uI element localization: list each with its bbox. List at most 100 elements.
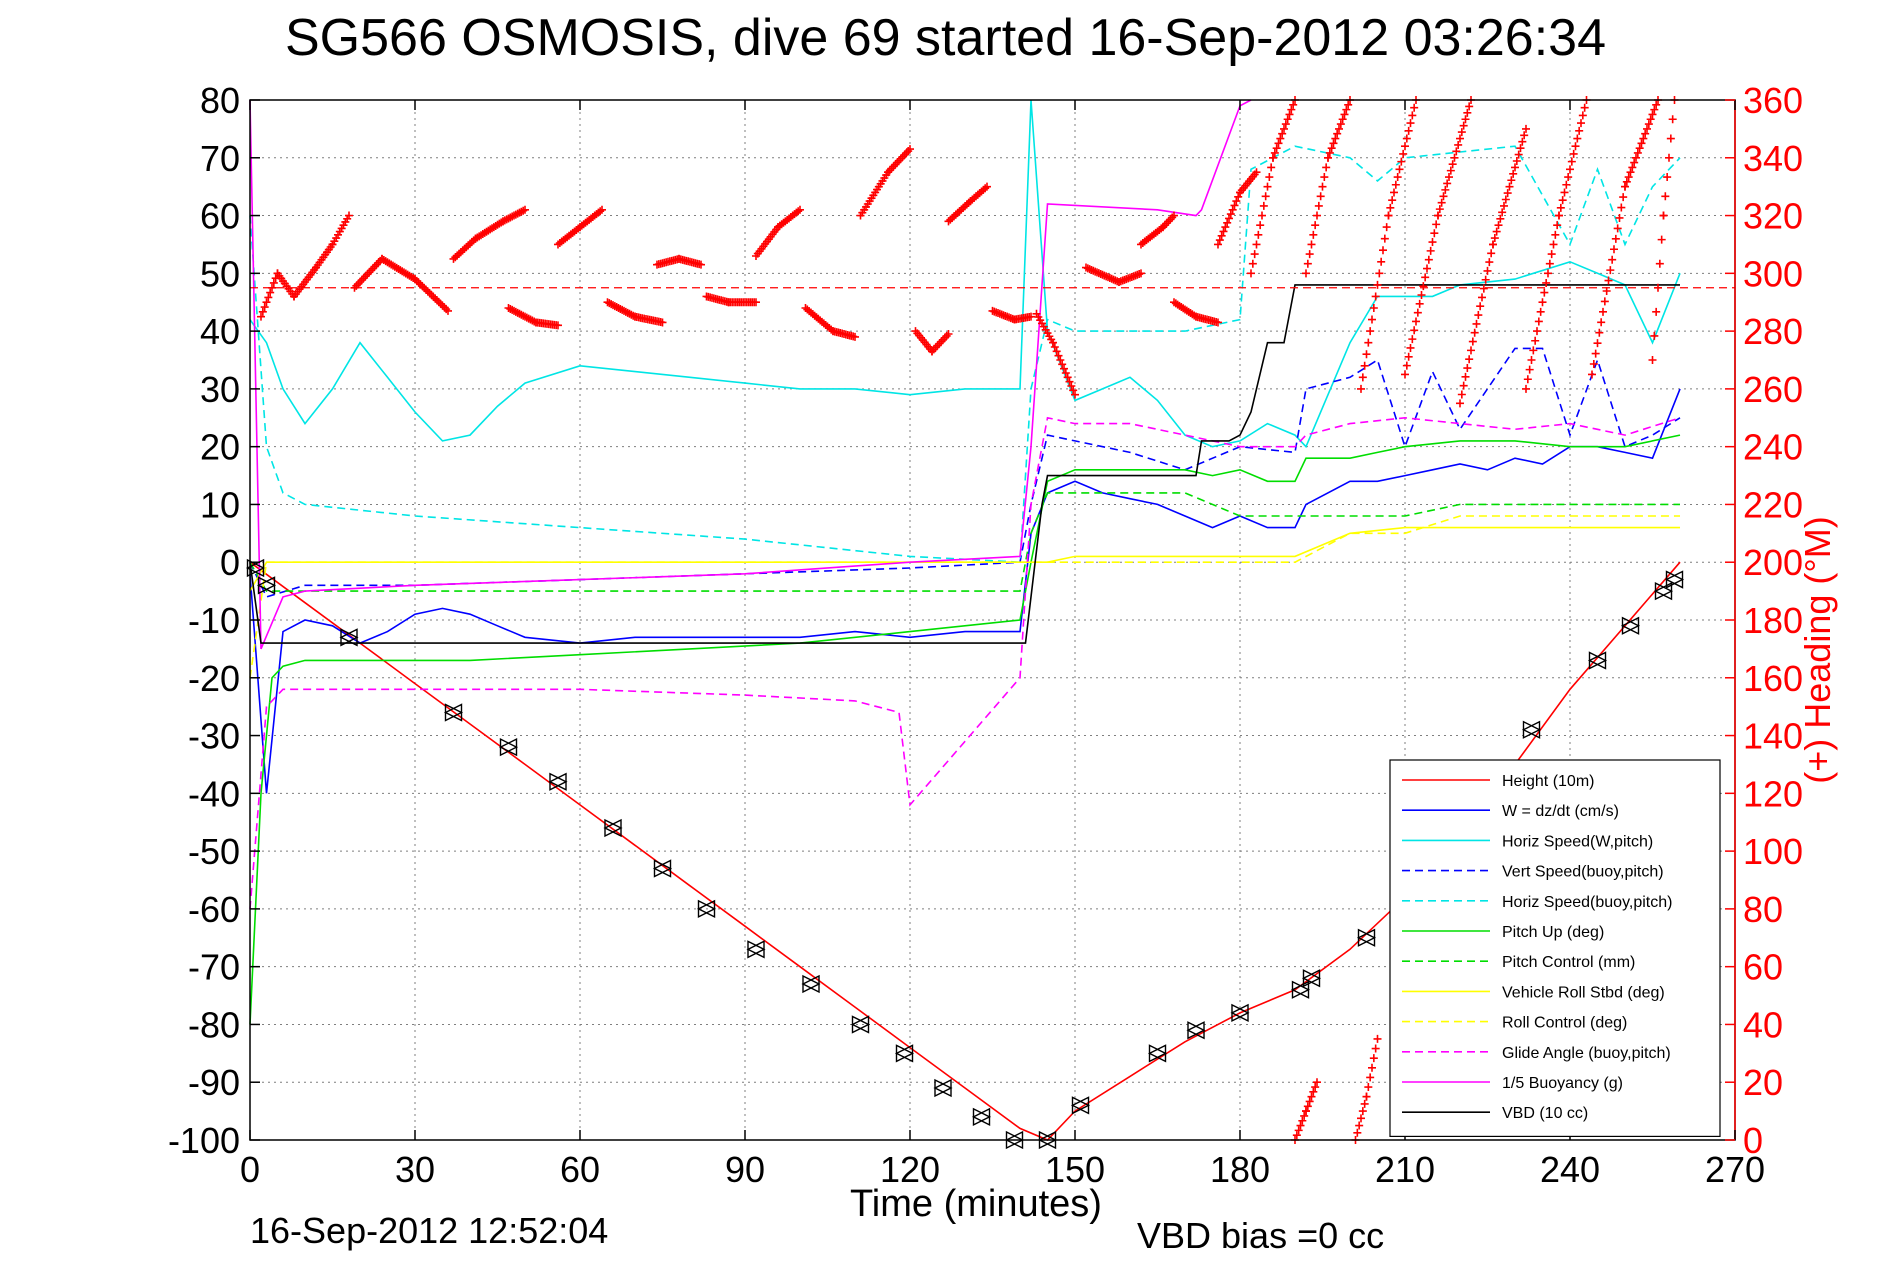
heading-point: [1296, 1121, 1305, 1130]
y-left-tick-label: 40: [200, 311, 240, 352]
heading-point: [431, 294, 440, 303]
y-right-tick-label: 280: [1743, 311, 1803, 352]
y-right-tick-label: 360: [1743, 80, 1803, 121]
heading-point: [902, 148, 911, 157]
y-right-tick-label: 200: [1743, 542, 1803, 583]
legend-label: Horiz Speed(W,pitch): [1502, 833, 1653, 850]
heading-point: [893, 158, 902, 167]
heading-point: [1386, 203, 1395, 212]
heading-point: [1373, 1034, 1382, 1043]
heading-point: [1325, 148, 1334, 157]
heading-point: [1448, 160, 1457, 169]
legend: Height (10m) W = dz/dt (cm/s) Horiz Speed(…: [1389, 759, 1721, 1137]
heading-point: [891, 160, 900, 169]
heading-point: [1065, 377, 1074, 386]
heading-point: [1545, 259, 1554, 268]
heading-point: [418, 282, 427, 291]
heading-point: [554, 321, 562, 330]
heading-point: [1472, 319, 1481, 328]
heading-point: [1258, 211, 1266, 220]
heading-point: [1309, 230, 1318, 239]
heading-point: [438, 301, 447, 310]
heading-point: [436, 299, 445, 308]
heading-point: [1234, 192, 1243, 201]
heading-point: [367, 266, 375, 275]
heading-point: [1333, 129, 1342, 138]
heading-point: [904, 147, 913, 156]
legend-label: VBD (10 cc): [1502, 1105, 1588, 1122]
heading-point: [1567, 157, 1576, 166]
heading-point: [1580, 103, 1589, 112]
heading-point: [1457, 390, 1466, 399]
heading-point: [1355, 1121, 1364, 1130]
heading-point: [1511, 163, 1519, 172]
heading-point: [1287, 105, 1296, 114]
marker-left-triangle: [256, 576, 276, 595]
heading-point: [1353, 1128, 1362, 1137]
heading-point: [1408, 111, 1417, 120]
heading-point: [1641, 129, 1650, 138]
heading-point: [1571, 142, 1580, 151]
heading-point: [1556, 203, 1565, 212]
marker-left-triangle: [443, 703, 463, 722]
heading-point: [1214, 318, 1222, 327]
heading-point: [1368, 315, 1376, 324]
series-line-7: [249, 526, 1680, 592]
heading-point: [1384, 211, 1393, 220]
x-tick-label: 270: [1705, 1149, 1765, 1190]
heading-point: [1406, 119, 1415, 128]
heading-point: [1606, 266, 1615, 275]
heading-point: [1593, 339, 1602, 348]
heading-point: [1619, 193, 1628, 202]
legend-label: Glide Angle (buoy,pitch): [1502, 1045, 1671, 1062]
marker-left-triangle: [245, 558, 265, 578]
heading-point: [1628, 163, 1637, 172]
heading-point: [1589, 360, 1598, 369]
heading-point: [1369, 1054, 1378, 1063]
heading-point: [1650, 331, 1659, 340]
heading-point: [1459, 121, 1468, 130]
heading-point: [1600, 297, 1609, 306]
heading-point: [1190, 311, 1199, 320]
heading-point: [1087, 265, 1096, 274]
y-right-tick-label: 240: [1743, 427, 1803, 468]
heading-point: [1595, 328, 1604, 337]
heading-point: [1661, 192, 1670, 201]
marker-left-triangle: [801, 974, 820, 994]
heading-point: [1223, 218, 1232, 227]
heading-point: [1575, 126, 1584, 135]
heading-point: [258, 307, 267, 316]
heading-point: [519, 206, 528, 215]
heading-point: [1276, 134, 1285, 143]
heading-point: [1452, 147, 1461, 156]
heading-point: [1228, 205, 1237, 214]
heading-point: [1496, 214, 1505, 223]
heading-point: [1219, 227, 1228, 236]
heading-point: [1307, 1092, 1316, 1101]
heading-point: [1049, 338, 1057, 347]
heading-point: [1109, 275, 1118, 284]
marker-left-triangle: [1230, 1003, 1249, 1023]
heading-point: [1278, 129, 1287, 138]
heading-point: [1393, 173, 1402, 182]
y-left-tick-label: -40: [188, 773, 240, 814]
heading-point: [1107, 274, 1116, 283]
heading-point: [429, 292, 438, 301]
heading-point: [433, 296, 441, 305]
y-right-tick-label: 260: [1743, 369, 1803, 410]
heading-point: [1507, 176, 1516, 185]
heading-point: [1102, 272, 1111, 281]
heading-point: [1368, 1063, 1376, 1072]
heading-point: [1534, 317, 1543, 326]
heading-point: [1520, 131, 1529, 140]
heading-point: [444, 306, 452, 315]
heading-point: [1311, 1083, 1320, 1092]
y-left-tick-label: -10: [188, 600, 240, 641]
marker-left-triangle: [1356, 928, 1376, 947]
heading-point: [1247, 269, 1255, 278]
heading-point: [1399, 149, 1408, 158]
heading-point: [1485, 258, 1494, 267]
heading-point: [942, 331, 951, 340]
heading-point: [1091, 267, 1100, 276]
heading-point: [931, 343, 940, 352]
